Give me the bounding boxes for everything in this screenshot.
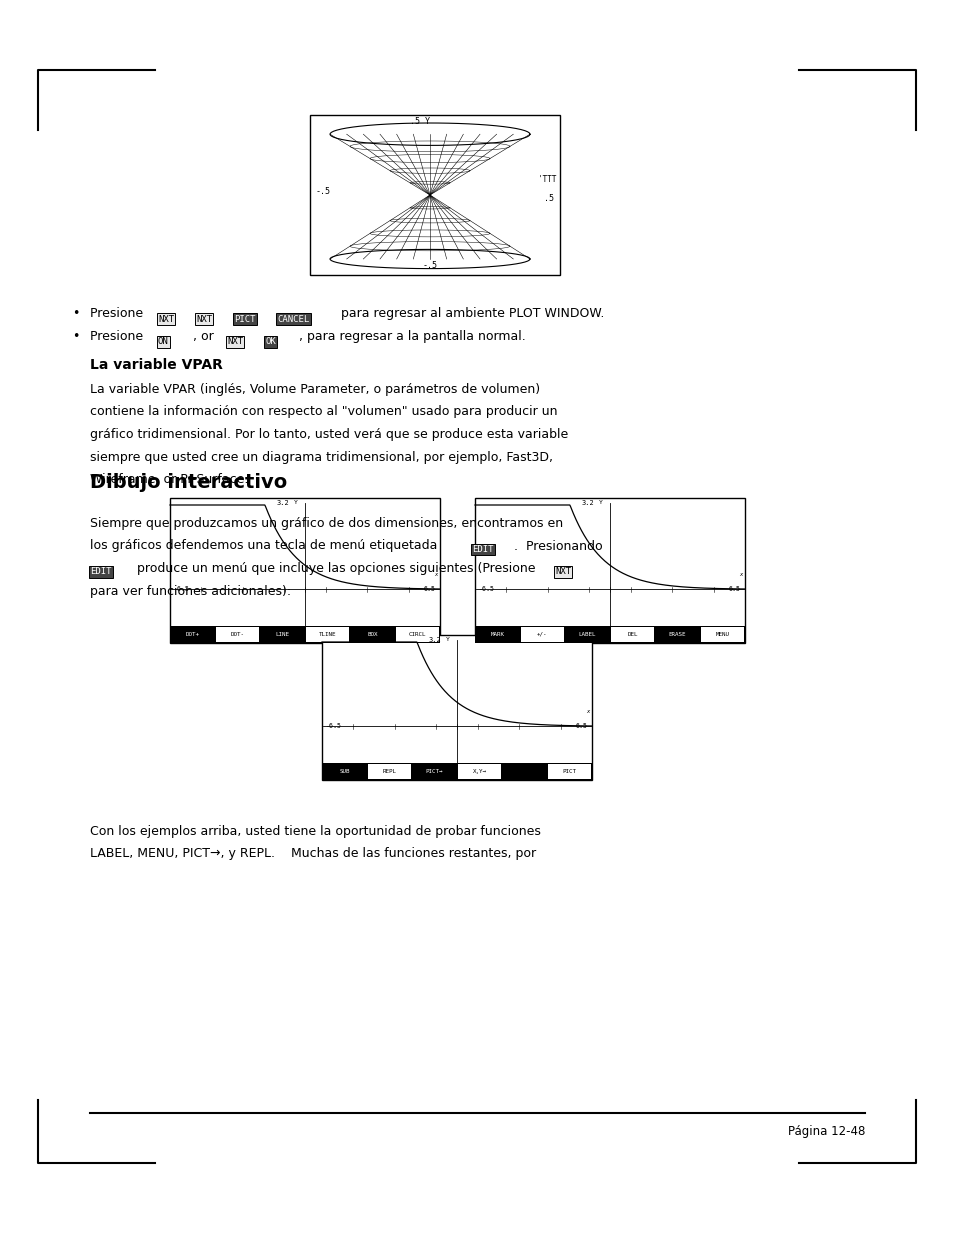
Text: X,Y→: X,Y→ (472, 769, 486, 774)
Text: produce un menú que incluye las opciones siguientes (Presione: produce un menú que incluye las opciones… (132, 562, 539, 576)
Text: REPL: REPL (382, 769, 396, 774)
Text: PICT: PICT (562, 769, 576, 774)
Bar (310, 115, 559, 275)
Bar (170, 498, 439, 643)
Text: .5 Y: .5 Y (410, 117, 430, 126)
Text: EDIT: EDIT (90, 568, 112, 577)
Bar (322, 763, 592, 781)
Text: EDIT: EDIT (472, 545, 493, 555)
Text: para regresar al ambiente PLOT WINDOW.: para regresar al ambiente PLOT WINDOW. (336, 308, 604, 320)
Text: x: x (738, 572, 741, 577)
Text: NXT: NXT (158, 315, 174, 324)
Text: OK: OK (265, 337, 275, 347)
Text: Siempre que produzcamos un gráfico de dos dimensiones, encontramos en: Siempre que produzcamos un gráfico de do… (90, 517, 562, 530)
Text: .  Presionando: . Presionando (514, 540, 602, 552)
Text: DOT-: DOT- (231, 632, 244, 637)
Text: los gráficos defendemos una tecla de menú etiquetada: los gráficos defendemos una tecla de men… (90, 540, 441, 552)
Text: -6.5: -6.5 (173, 587, 190, 593)
Text: ERASE: ERASE (668, 632, 685, 637)
Bar (215, 627, 258, 642)
Text: NXT: NXT (227, 337, 243, 347)
Text: .5: .5 (543, 194, 554, 203)
Text: TLINE: TLINE (318, 632, 335, 637)
Text: contiene la información con respecto al "volumen" usado para producir un: contiene la información con respecto al … (90, 405, 557, 419)
Bar (368, 764, 411, 779)
Text: gráfico tridimensional. Por lo tanto, usted verá que se produce esta variable: gráfico tridimensional. Por lo tanto, us… (90, 429, 568, 441)
Text: La variable VPAR: La variable VPAR (90, 358, 223, 372)
Text: SUB: SUB (339, 769, 350, 774)
Bar (322, 635, 592, 781)
Text: x: x (434, 572, 436, 577)
Bar (457, 764, 500, 779)
Text: 6.5: 6.5 (728, 587, 740, 593)
Text: Página 12-48: Página 12-48 (787, 1125, 864, 1137)
Bar (395, 627, 438, 642)
Text: PICT: PICT (233, 315, 255, 324)
Bar (475, 498, 744, 643)
Text: 6.5: 6.5 (576, 724, 587, 730)
Text: •: • (71, 308, 79, 320)
Text: Y: Y (294, 500, 297, 505)
Text: La variable VPAR (inglés, Volume Parameter, o parámetros de volumen): La variable VPAR (inglés, Volume Paramet… (90, 383, 539, 396)
Text: , or: , or (193, 330, 217, 343)
Text: NXT: NXT (555, 568, 571, 577)
Text: Y: Y (446, 637, 450, 642)
Text: LABEL: LABEL (578, 632, 596, 637)
Text: 3.2: 3.2 (275, 500, 289, 506)
Text: DEL: DEL (626, 632, 638, 637)
Text: -6.5: -6.5 (326, 724, 341, 730)
Text: para ver funciones adicionales):: para ver funciones adicionales): (90, 584, 291, 598)
Text: LABEL, MENU, PICT→, y REPL.    Muchas de las funciones restantes, por: LABEL, MENU, PICT→, y REPL. Muchas de la… (90, 847, 536, 861)
Text: LINE: LINE (275, 632, 289, 637)
Bar (306, 627, 349, 642)
Text: -.5: -.5 (315, 188, 331, 196)
Text: Dibujo interactivo: Dibujo interactivo (90, 473, 287, 492)
Text: CANCEL: CANCEL (276, 315, 309, 324)
Text: DOT+: DOT+ (185, 632, 199, 637)
Text: MENU: MENU (715, 632, 729, 637)
Text: -6.5: -6.5 (478, 587, 495, 593)
Bar (475, 626, 744, 643)
Text: Wireframe, or Pr-Surface.: Wireframe, or Pr-Surface. (90, 473, 248, 487)
Text: 'TTT: 'TTT (537, 174, 556, 184)
Text: PICT→: PICT→ (425, 769, 443, 774)
Text: •: • (71, 330, 79, 343)
Bar (520, 627, 563, 642)
Bar (610, 627, 654, 642)
Text: BOX: BOX (367, 632, 377, 637)
Text: 3.2: 3.2 (580, 500, 593, 506)
Text: Presione: Presione (90, 330, 147, 343)
Text: CIRCL: CIRCL (408, 632, 426, 637)
Text: -.5: -.5 (422, 261, 437, 270)
Text: MARK: MARK (490, 632, 504, 637)
Text: NXT: NXT (195, 315, 212, 324)
Text: x: x (585, 709, 588, 714)
Text: 3.2: 3.2 (428, 637, 440, 643)
Text: , para regresar a la pantalla normal.: , para regresar a la pantalla normal. (298, 330, 525, 343)
Text: Presione: Presione (90, 308, 147, 320)
Text: Y: Y (598, 500, 602, 505)
Bar (547, 764, 590, 779)
Text: +/-: +/- (537, 632, 547, 637)
Text: 6.5: 6.5 (423, 587, 436, 593)
Bar (700, 627, 743, 642)
Text: ON: ON (158, 337, 169, 347)
Text: siempre que usted cree un diagrama tridimensional, por ejemplo, Fast3D,: siempre que usted cree un diagrama tridi… (90, 451, 553, 463)
Bar (170, 626, 439, 643)
Text: Con los ejemplos arriba, usted tiene la oportunidad de probar funciones: Con los ejemplos arriba, usted tiene la … (90, 825, 540, 839)
